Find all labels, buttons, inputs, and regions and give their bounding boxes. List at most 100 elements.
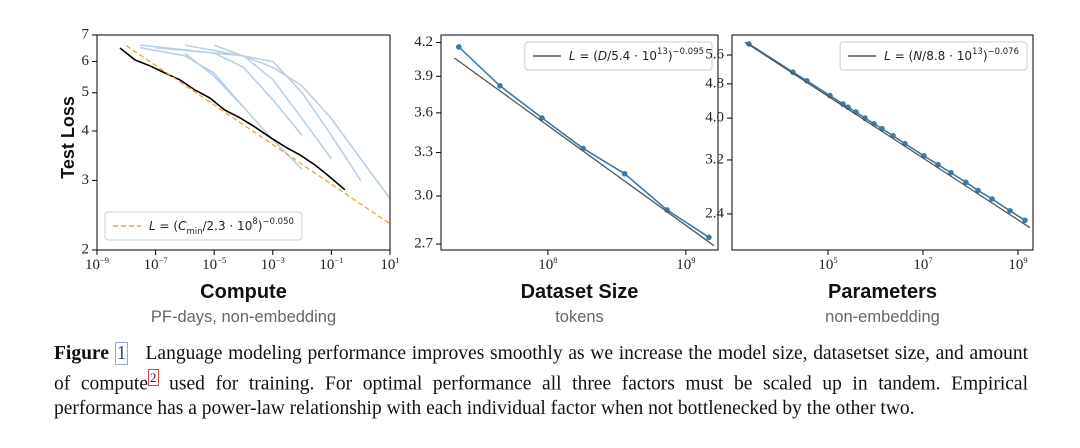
tick-base: 10 <box>144 257 159 273</box>
data-point <box>706 234 712 241</box>
data-point <box>975 187 981 194</box>
legend-text-part: 8 <box>252 217 257 227</box>
series-line <box>140 46 245 108</box>
legend-text-part: L <box>569 49 576 63</box>
y-axis-title: Test Loss <box>58 96 78 179</box>
x-tick-label: 10−5 <box>202 255 226 273</box>
y-tick-label: 6 <box>82 53 90 69</box>
tick-exponent: −5 <box>217 255 226 265</box>
legend-text-part: = ( <box>576 49 598 63</box>
legend-text-part: /8.8 · 10 <box>922 49 972 63</box>
tick-base: 10 <box>913 257 928 273</box>
legend-text-part: L <box>884 49 891 63</box>
legend-text-part: ) <box>258 219 263 233</box>
axes-frame <box>440 34 719 251</box>
caption-label: Figure <box>54 343 109 364</box>
series-line <box>744 41 1031 229</box>
y-tick-label: 5.6 <box>705 46 724 62</box>
caption: Figure 1 Language modeling performance i… <box>54 342 1028 421</box>
tick-exponent: 8 <box>553 255 557 265</box>
x-axis-title: Parameters <box>828 281 937 303</box>
legend-box <box>839 41 1028 71</box>
tick-exponent: 7 <box>928 255 932 265</box>
legend-text-part: = ( <box>156 219 178 233</box>
caption-text: Language modeling performance improves s… <box>54 343 1029 395</box>
x-axis-note: tokens <box>555 308 604 326</box>
plot-area <box>744 41 1031 229</box>
y-tick-label: 4 <box>82 122 90 138</box>
y-tick-label: 4.0 <box>705 110 724 126</box>
legend-text-part: L <box>149 219 156 233</box>
series-line <box>155 46 333 160</box>
x-axis-title: Compute <box>200 281 287 303</box>
series-line <box>140 44 303 136</box>
legend-text-part: min <box>186 227 202 237</box>
legend-text-part: D <box>598 49 607 63</box>
tick-base: 10 <box>85 257 100 273</box>
legend-text-part: ) <box>983 49 988 63</box>
data-point <box>1007 208 1013 214</box>
legend-text-part: ) <box>668 49 673 63</box>
legend-text-part: /2.3 · 10 <box>202 219 252 233</box>
legend-text-part: /5.4 · 10 <box>607 49 657 63</box>
y-tick-label: 2 <box>82 241 90 257</box>
y-tick-label: 3 <box>82 172 90 188</box>
legend: L = (Cmin/2.3 · 108)−0.050 <box>104 211 303 241</box>
data-point <box>963 179 969 186</box>
legend-text-part: −0.050 <box>262 217 293 227</box>
footnote-link[interactable]: 2 <box>148 369 159 386</box>
x-tick-label: 108 <box>538 255 557 273</box>
x-axis-title: Dataset Size <box>521 281 639 303</box>
tick-exponent: 1 <box>395 255 399 265</box>
x-tick-label: 10−9 <box>85 255 109 273</box>
y-tick-label: 5 <box>82 84 90 100</box>
y-tick-label: 2.4 <box>705 205 724 221</box>
tick-base: 10 <box>538 257 553 273</box>
legend-box <box>104 211 303 241</box>
legend: L = (N/8.8 · 1013)−0.076 <box>839 41 1028 71</box>
x-tick-label: 10−7 <box>144 255 168 273</box>
y-tick-label: 7 <box>82 26 90 42</box>
plot-area <box>119 44 390 225</box>
x-axis-note: non-embedding <box>825 308 940 326</box>
legend: L = (D/5.4 · 1013)−0.095 <box>524 41 713 71</box>
y-tick-label: 3.0 <box>414 187 433 203</box>
data-point <box>497 82 503 89</box>
x-tick-label: 101 <box>380 255 399 273</box>
tick-exponent: −7 <box>159 255 168 265</box>
legend-text-part: = ( <box>891 49 913 63</box>
tick-exponent: −9 <box>100 255 109 265</box>
y-tick-label: 3.2 <box>705 151 724 167</box>
tick-base: 10 <box>676 257 691 273</box>
series-line <box>184 44 362 181</box>
series-line <box>458 46 710 238</box>
series-line <box>119 47 346 191</box>
y-tick-label: 3.6 <box>414 104 433 120</box>
tick-exponent: −1 <box>334 255 343 265</box>
tick-base: 10 <box>319 257 334 273</box>
tick-base: 10 <box>818 257 833 273</box>
legend-label: L = (N/8.8 · 1013)−0.076 <box>884 47 1019 63</box>
legend-label: L = (D/5.4 · 1013)−0.095 <box>569 47 704 63</box>
y-tick-label: 3.3 <box>414 144 433 160</box>
legend-label: L = (Cmin/2.3 · 108)−0.050 <box>149 217 294 237</box>
tick-exponent: 9 <box>691 255 695 265</box>
axes-frame <box>96 34 391 251</box>
caption-number: 1 <box>114 342 129 365</box>
legend-text-part: 13 <box>972 47 983 57</box>
x-tick-label: 10−3 <box>261 255 285 273</box>
data-point <box>989 196 995 202</box>
tick-base: 10 <box>380 257 395 273</box>
legend-text-part: C <box>178 219 187 233</box>
legend-text-part: N <box>913 49 922 63</box>
x-tick-label: 107 <box>913 255 932 273</box>
plot-area <box>454 44 715 247</box>
data-point <box>455 44 462 50</box>
x-tick-label: 109 <box>676 255 695 273</box>
series-line <box>454 57 715 247</box>
tick-exponent: 9 <box>1023 255 1027 265</box>
y-tick-label: 3.9 <box>414 68 433 84</box>
tick-base: 10 <box>1008 257 1023 273</box>
